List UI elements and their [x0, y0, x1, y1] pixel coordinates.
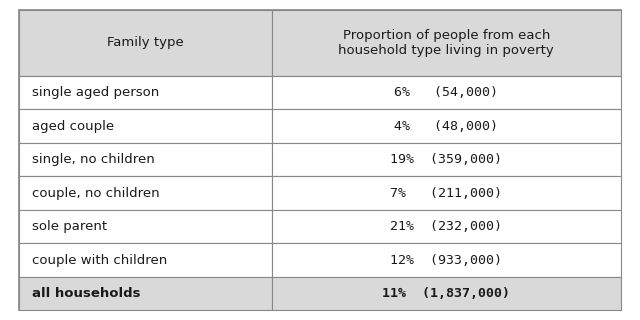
Text: 19%  (359,000): 19% (359,000) [390, 153, 502, 166]
Text: all households: all households [32, 287, 141, 300]
Bar [19, 10, 272, 76]
Text: 6%   (54,000): 6% (54,000) [394, 86, 499, 99]
Bar [19, 210, 272, 244]
Bar [272, 244, 621, 277]
Bar [272, 210, 621, 244]
Text: 11%  (1,837,000): 11% (1,837,000) [382, 287, 510, 300]
Text: Family type: Family type [107, 36, 184, 49]
Bar [272, 109, 621, 143]
Text: single aged person: single aged person [32, 86, 159, 99]
Bar [19, 176, 272, 210]
Bar [272, 76, 621, 109]
Bar [19, 277, 272, 310]
Text: 7%   (211,000): 7% (211,000) [390, 187, 502, 200]
Bar [19, 143, 272, 176]
Text: 21%  (232,000): 21% (232,000) [390, 220, 502, 233]
Bar [19, 244, 272, 277]
Text: couple, no children: couple, no children [32, 187, 159, 200]
Bar [19, 109, 272, 143]
Text: couple with children: couple with children [32, 254, 167, 267]
Bar [272, 277, 621, 310]
Text: aged couple: aged couple [32, 120, 114, 132]
Text: 4%   (48,000): 4% (48,000) [394, 120, 499, 132]
Text: single, no children: single, no children [32, 153, 155, 166]
Bar [272, 10, 621, 76]
Text: Proportion of people from each
household type living in poverty: Proportion of people from each household… [339, 29, 554, 57]
Text: 12%  (933,000): 12% (933,000) [390, 254, 502, 267]
Text: sole parent: sole parent [32, 220, 107, 233]
Bar [272, 143, 621, 176]
Bar [19, 76, 272, 109]
Bar [272, 176, 621, 210]
